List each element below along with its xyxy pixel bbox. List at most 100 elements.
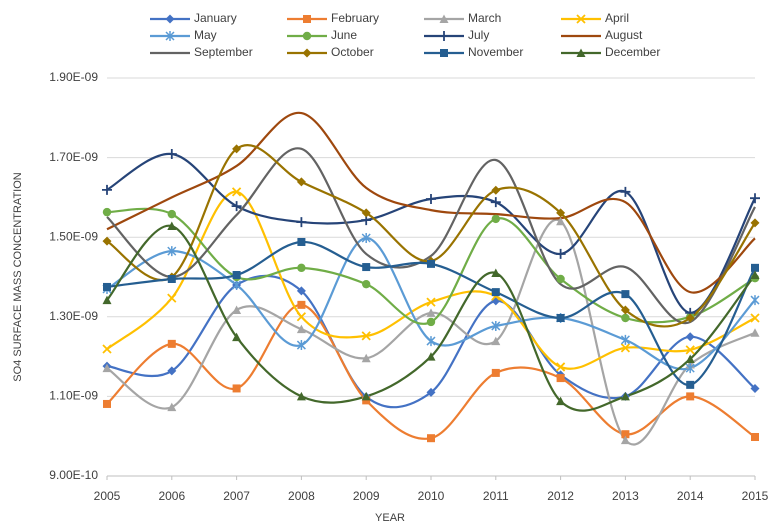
y-tick-label: 1.90E-09 (49, 70, 98, 84)
legend-label: February (331, 11, 379, 25)
marker (750, 193, 760, 204)
marker (102, 344, 112, 354)
marker (231, 201, 242, 212)
marker (751, 432, 759, 441)
x-tick-label: 2008 (288, 489, 315, 503)
series-line (106, 224, 756, 412)
marker (167, 221, 177, 231)
legend-marker (165, 14, 175, 24)
marker (685, 313, 695, 323)
y-tick-label: 9.00E-10 (49, 468, 98, 482)
marker (426, 336, 436, 347)
series-line (106, 152, 756, 314)
marker (296, 217, 307, 228)
x-tick-label: 2007 (223, 489, 250, 503)
legend-label: August (605, 28, 643, 42)
x-tick-label: 2014 (677, 489, 704, 503)
legend-label: November (468, 45, 523, 59)
marker (685, 354, 695, 363)
x-tick-label: 2010 (418, 489, 445, 503)
marker (167, 293, 177, 303)
marker (231, 187, 242, 197)
marker (556, 216, 566, 226)
marker (620, 305, 630, 315)
legend-label: January (194, 11, 237, 25)
marker (232, 279, 242, 290)
y-axis-title: SO4 SURFACE MASS CONCENTRATION (12, 172, 24, 381)
marker (750, 313, 760, 323)
marker (296, 177, 306, 187)
series-line (106, 190, 756, 370)
legend-label: March (468, 11, 501, 25)
marker (491, 214, 500, 224)
marker (102, 184, 112, 195)
marker (491, 336, 501, 346)
legend-marker (576, 14, 586, 24)
series-line (106, 303, 756, 440)
y-tick-label: 1.70E-09 (49, 150, 98, 164)
marker (296, 286, 306, 296)
marker (620, 334, 630, 345)
marker (361, 331, 371, 341)
marker (361, 232, 371, 243)
legend-marker (576, 48, 586, 57)
marker (750, 218, 760, 228)
marker (166, 149, 177, 160)
marker (167, 366, 177, 376)
marker (362, 263, 371, 272)
marker (427, 259, 435, 268)
marker (232, 271, 241, 280)
marker (556, 313, 565, 322)
legend-label: June (331, 28, 357, 42)
x-tick-label: 2006 (158, 489, 185, 503)
marker (751, 263, 759, 272)
marker (750, 383, 760, 393)
marker (620, 435, 630, 445)
y-tick-label: 1.10E-09 (49, 389, 98, 403)
series-line (106, 274, 756, 409)
legend-label: December (605, 45, 660, 59)
marker (297, 237, 306, 246)
marker (362, 279, 371, 289)
series-line (106, 147, 756, 325)
marker (102, 363, 112, 373)
marker (555, 362, 566, 372)
marker (232, 384, 241, 393)
marker (426, 352, 436, 361)
marker (491, 320, 501, 331)
marker (750, 295, 760, 306)
marker (297, 263, 306, 273)
y-tick-label: 1.30E-09 (49, 309, 98, 323)
marker (620, 391, 630, 401)
legend-label: September (194, 45, 253, 59)
marker (491, 268, 501, 278)
marker (750, 270, 760, 280)
marker (621, 430, 630, 439)
marker (427, 434, 435, 443)
marker (685, 363, 695, 374)
x-tick-label: 2005 (94, 489, 121, 503)
marker (361, 208, 371, 218)
series-line (106, 240, 756, 386)
legend-marker (302, 48, 312, 58)
marker (167, 274, 176, 283)
marker (167, 339, 176, 348)
marker (620, 343, 631, 353)
marker (621, 313, 630, 323)
marker (556, 274, 565, 284)
marker (167, 402, 177, 412)
marker (556, 208, 566, 218)
x-axis-title: YEAR (375, 512, 405, 524)
y-tick-label: 1.50E-09 (49, 229, 98, 243)
marker (621, 290, 630, 299)
x-tick-label: 2012 (547, 489, 574, 503)
legend-marker (439, 31, 449, 41)
x-tick-label: 2013 (612, 489, 639, 503)
legend-label: October (331, 45, 374, 59)
marker (426, 193, 436, 204)
marker (103, 282, 111, 291)
marker (426, 317, 436, 327)
marker (232, 332, 242, 342)
marker (686, 380, 695, 389)
